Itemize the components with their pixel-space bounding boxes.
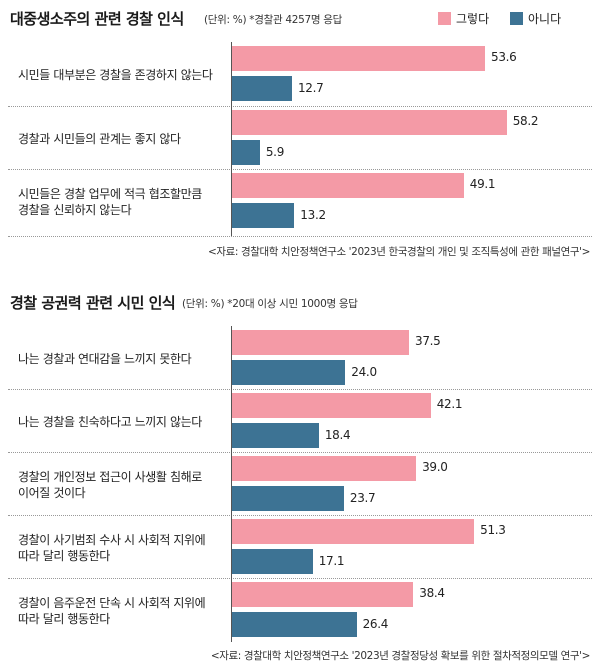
legend-yes: 그렇다 bbox=[438, 10, 489, 27]
bar-yes bbox=[232, 46, 485, 71]
bar-no bbox=[232, 203, 295, 228]
chart1-title: 대중생소주의 관련 경찰 인식 bbox=[10, 10, 184, 28]
chart2-separator bbox=[8, 452, 592, 453]
category-label-line: 따라 달리 행동한다 bbox=[18, 549, 110, 563]
bar-no bbox=[232, 486, 344, 511]
chart2-axis bbox=[231, 326, 232, 642]
value-label-yes: 53.6 bbox=[490, 50, 517, 64]
legend-no-swatch bbox=[510, 12, 523, 25]
category-label-line: 시민들은 경찰 업무에 적극 협조할만큼 bbox=[18, 187, 202, 201]
bar-no bbox=[232, 612, 357, 637]
category-label-line: 시민들 대부분은 경찰을 존경하지 않는다 bbox=[18, 68, 213, 82]
chart1-separator bbox=[8, 169, 592, 170]
bar-yes bbox=[232, 582, 414, 607]
chart2-category-label: 나는 경찰과 연대감을 느끼지 못한다 bbox=[18, 351, 228, 367]
chart1-category-label: 경찰과 시민들의 관계는 좋지 않다 bbox=[18, 131, 228, 147]
value-label-no: 12.7 bbox=[297, 81, 324, 95]
chart2-title: 경찰 공권력 관련 시민 인식 bbox=[10, 294, 176, 312]
value-label-no: 23.7 bbox=[349, 491, 376, 505]
category-label-line: 경찰의 개인정보 접근이 사생활 침해로 bbox=[18, 470, 202, 484]
legend-yes-swatch bbox=[438, 12, 451, 25]
value-label-yes: 39.0 bbox=[422, 460, 448, 474]
legend-yes-label: 그렇다 bbox=[456, 12, 490, 26]
bar-yes bbox=[232, 393, 431, 418]
category-label-line: 나는 경찰과 연대감을 느끼지 못한다 bbox=[18, 352, 192, 366]
bar-no bbox=[232, 140, 260, 165]
category-label-line: 따라 달리 행동한다 bbox=[18, 612, 110, 626]
legend-no-label: 아니다 bbox=[528, 12, 562, 26]
bar-yes bbox=[232, 456, 417, 481]
chart1-separator bbox=[8, 236, 592, 237]
value-label-no: 26.4 bbox=[362, 617, 389, 631]
category-label-line: 경찰을 신뢰하지 않는다 bbox=[18, 203, 132, 217]
category-label-line: 경찰이 음주운전 단속 시 사회적 지위에 bbox=[18, 596, 206, 610]
bar-no bbox=[232, 549, 313, 574]
chart2-category-label: 나는 경찰을 친숙하다고 느끼지 않는다 bbox=[18, 414, 228, 430]
value-label-no: 13.2 bbox=[300, 208, 326, 222]
legend-no: 아니다 bbox=[510, 10, 561, 27]
chart2-separator bbox=[8, 515, 592, 516]
chart1-separator bbox=[8, 106, 592, 107]
chart2-unit-note: (단위: %) *20대 이상 시민 1000명 응답 bbox=[182, 298, 358, 310]
chart1-unit-note: (단위: %) *경찰관 4257명 응답 bbox=[204, 14, 343, 26]
bar-yes bbox=[232, 519, 475, 544]
chart2-source: <자료: 경찰대학 치안정책연구소 '2023년 경찰정당성 확보를 위한 절차… bbox=[210, 650, 591, 662]
value-label-yes: 49.1 bbox=[469, 177, 496, 191]
category-label-line: 나는 경찰을 친숙하다고 느끼지 않는다 bbox=[18, 415, 202, 429]
value-label-no: 5.9 bbox=[265, 145, 285, 159]
chart1-source: <자료: 경찰대학 치안정책연구소 '2023년 한국경찰의 개인 및 조직특성… bbox=[207, 246, 590, 258]
value-label-yes: 38.4 bbox=[419, 586, 445, 600]
chart2-separator bbox=[8, 389, 592, 390]
bar-no bbox=[232, 423, 319, 448]
category-label-line: 경찰이 사기범죄 수사 시 사회적 지위에 bbox=[18, 533, 206, 547]
value-label-yes: 58.2 bbox=[512, 114, 539, 128]
bar-no bbox=[232, 76, 292, 101]
bar-yes bbox=[232, 330, 409, 355]
value-label-yes: 37.5 bbox=[415, 334, 441, 348]
category-label-line: 이어질 것이다 bbox=[18, 486, 86, 500]
chart1-axis bbox=[231, 42, 232, 236]
value-label-no: 17.1 bbox=[318, 554, 345, 568]
bar-no bbox=[232, 360, 346, 385]
value-label-no: 18.4 bbox=[324, 428, 351, 442]
value-label-no: 24.0 bbox=[351, 365, 377, 379]
value-label-yes: 42.1 bbox=[436, 397, 463, 411]
bar-yes bbox=[232, 110, 507, 135]
chart2-separator bbox=[8, 578, 592, 579]
chart1-category-label: 시민들 대부분은 경찰을 존경하지 않는다 bbox=[18, 67, 228, 83]
bar-yes bbox=[232, 173, 464, 198]
category-label-line: 경찰과 시민들의 관계는 좋지 않다 bbox=[18, 132, 181, 146]
value-label-yes: 51.3 bbox=[480, 523, 506, 537]
